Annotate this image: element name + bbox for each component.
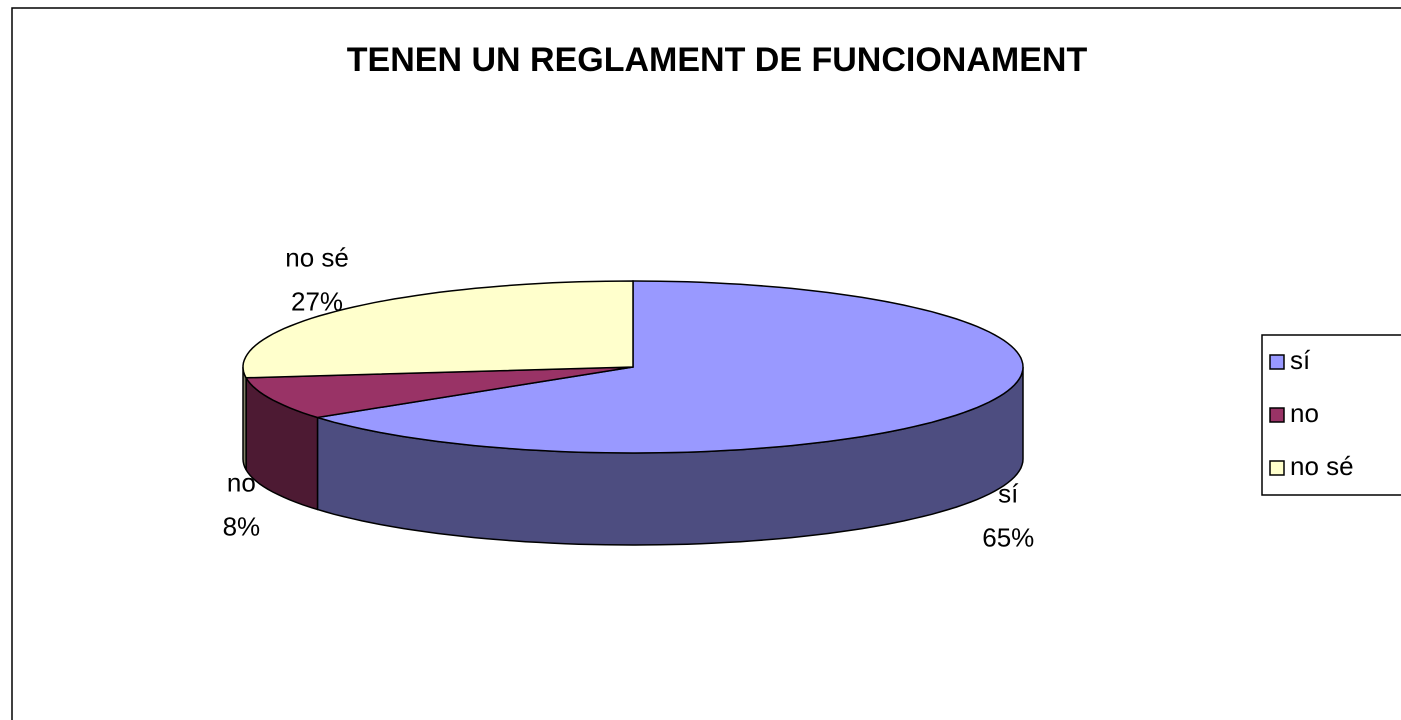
legend-label: sí: [1290, 345, 1311, 375]
chart-title: TENEN UN REGLAMENT DE FUNCIONAMENT: [347, 41, 1088, 79]
data-label-name: no sé: [285, 243, 349, 273]
data-label-value: 27%: [291, 287, 343, 317]
data-label-name: no: [227, 467, 256, 497]
pie-slice: [317, 280, 1024, 454]
legend-swatch: [1269, 460, 1285, 476]
data-label-value: 65%: [982, 522, 1034, 552]
data-label-name: sí: [998, 478, 1019, 508]
pie-side: [242, 366, 247, 471]
legend-swatch: [1269, 354, 1285, 370]
legend-box: [1261, 334, 1401, 496]
legend-label: no: [1290, 398, 1319, 428]
legend-label: no sé: [1290, 451, 1354, 481]
pie-slice: [244, 366, 634, 419]
pie-slice: [242, 280, 634, 379]
legend-swatch: [1269, 407, 1285, 423]
data-label-value: 8%: [223, 511, 261, 541]
